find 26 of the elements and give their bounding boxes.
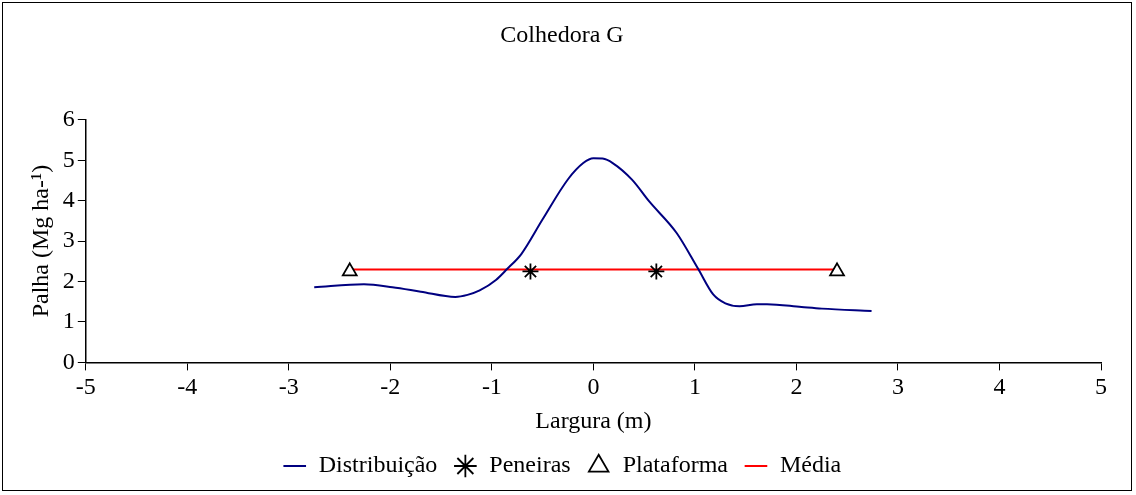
x-tick-label: -3 — [278, 373, 299, 400]
y-tick-label: 1 — [62, 307, 75, 334]
x-tick-label: -2 — [380, 373, 401, 400]
x-tick-label: 1 — [688, 373, 701, 400]
y-tick-label: 4 — [62, 185, 75, 212]
y-tick-label: 6 — [62, 105, 75, 132]
x-tick-label: 0 — [587, 373, 600, 400]
legend-label: Peneiras — [489, 451, 571, 478]
y-tick-label: 0 — [62, 347, 75, 374]
x-tick-label: -4 — [177, 373, 198, 400]
line-series — [313, 157, 873, 313]
y-tick-label: 3 — [62, 226, 75, 253]
y-tick-label: 5 — [62, 145, 75, 172]
y-tick-label: 2 — [62, 266, 75, 293]
x-axis-title: Largura (m) — [535, 406, 652, 433]
x-tick-label: -1 — [481, 373, 502, 400]
x-tick-label: 2 — [790, 373, 803, 400]
x-tick-label: 3 — [891, 373, 904, 400]
x-tick-label: 5 — [1095, 373, 1107, 400]
legend-label: Distribuição — [318, 451, 438, 478]
chart-title: Colhedora G — [500, 20, 624, 47]
y-axis-title: Palha (Mg ha-¹) — [26, 164, 53, 318]
legend-label: Média — [779, 451, 842, 478]
x-tick-label: -5 — [75, 373, 96, 400]
x-tick-label: 4 — [993, 373, 1006, 400]
legend-label: Plataforma — [622, 451, 729, 478]
